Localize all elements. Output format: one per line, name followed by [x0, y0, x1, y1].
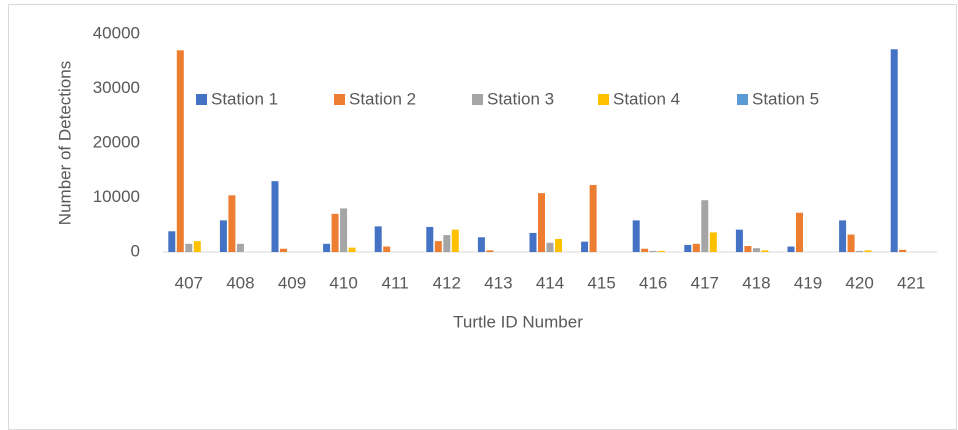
bar: [426, 226, 434, 252]
bar: [374, 226, 382, 252]
y-tick-label: 10000: [93, 187, 140, 206]
x-tick-label: 420: [845, 273, 873, 292]
bar: [752, 248, 760, 252]
legend-label: Station 1: [211, 89, 278, 108]
bar: [185, 243, 193, 252]
x-tick-label: 416: [639, 273, 667, 292]
y-tick-label: 30000: [93, 78, 140, 97]
bar: [856, 250, 864, 252]
bar: [632, 220, 640, 252]
bar: [692, 243, 700, 252]
legend-swatch: [472, 94, 483, 105]
bar: [228, 195, 236, 252]
legend-label: Station 2: [349, 89, 416, 108]
bar: [899, 249, 907, 252]
bar: [546, 242, 554, 252]
x-tick-label: 409: [278, 273, 306, 292]
bar: [684, 244, 692, 252]
bar: [323, 243, 331, 252]
y-tick-label: 0: [131, 241, 140, 260]
bar: [709, 232, 717, 252]
x-tick-label: 408: [226, 273, 254, 292]
bar: [348, 247, 356, 252]
bar: [443, 235, 451, 252]
bar: [193, 241, 201, 252]
bar: [340, 208, 348, 252]
bar: [271, 181, 279, 252]
bar: [864, 250, 872, 252]
bar: [477, 237, 485, 252]
bar: [649, 250, 657, 252]
bar: [176, 50, 184, 252]
x-tick-label: 412: [433, 273, 461, 292]
bar: [744, 246, 752, 252]
bar: [735, 229, 743, 252]
x-tick-label: 421: [897, 273, 925, 292]
x-tick-label: 414: [536, 273, 564, 292]
bar: [701, 200, 709, 252]
legend-swatch: [196, 94, 207, 105]
bar: [219, 220, 227, 252]
bar: [581, 241, 589, 252]
legend-swatch: [737, 94, 748, 105]
x-tick-label: 413: [484, 273, 512, 292]
bar: [787, 246, 795, 252]
bar: [796, 212, 803, 252]
bar: [555, 238, 562, 252]
legend-swatch: [598, 94, 609, 105]
bar: [847, 234, 855, 252]
bar: [641, 248, 649, 252]
bar: [168, 231, 176, 252]
bar: [280, 248, 287, 252]
x-tick-label: 417: [691, 273, 719, 292]
bar: [658, 250, 666, 252]
bar: [890, 49, 898, 253]
bar: [451, 229, 459, 252]
bar: [538, 193, 545, 252]
bar: [434, 241, 442, 252]
bar: [383, 246, 391, 252]
x-tick-label: 419: [794, 273, 822, 292]
legend-label: Station 4: [613, 89, 680, 108]
y-tick-label: 40000: [93, 23, 140, 42]
x-tick-label: 410: [329, 273, 357, 292]
bar: [839, 220, 847, 252]
y-axis-label: Number of Detections: [55, 61, 74, 225]
bar: [529, 232, 537, 252]
x-tick-label: 411: [382, 273, 409, 292]
bar: [486, 250, 494, 252]
x-tick-label: 415: [587, 273, 615, 292]
legend-label: Station 3: [487, 89, 554, 108]
chart-frame: [8, 4, 957, 430]
x-axis-label: Turtle ID Number: [453, 312, 583, 331]
legend-label: Station 5: [752, 89, 819, 108]
bar: [589, 184, 597, 252]
x-tick-label: 407: [175, 273, 203, 292]
bar: [331, 213, 339, 252]
bar: [761, 250, 769, 252]
bar: [236, 243, 244, 252]
y-tick-label: 20000: [93, 132, 140, 151]
x-tick-label: 418: [742, 273, 770, 292]
legend-swatch: [334, 94, 345, 105]
